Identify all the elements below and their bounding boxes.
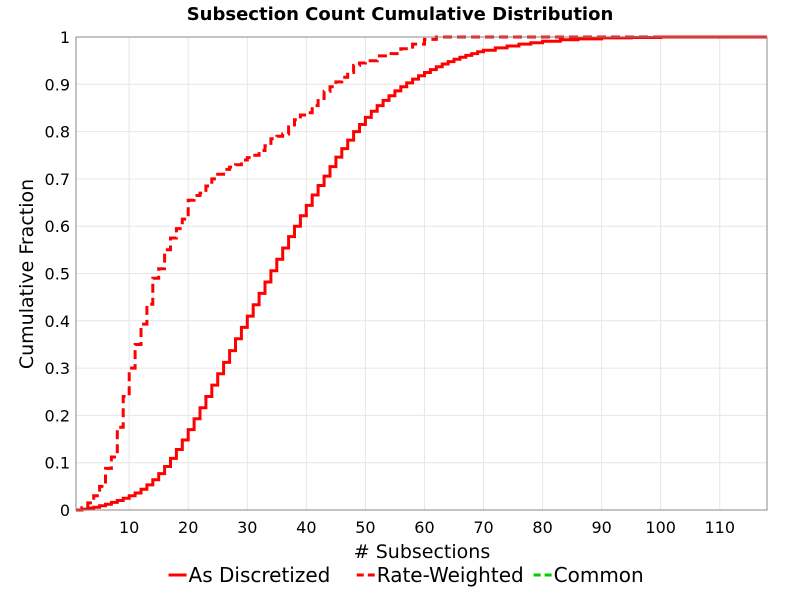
y-tick-label: 0 [60,501,70,520]
series-line-as-discretized [76,35,767,512]
y-tick-label: 0.9 [45,75,70,94]
x-tick-label: 100 [645,518,676,537]
series-layer [76,35,767,512]
x-tick-label: 80 [532,518,552,537]
y-tick-label: 0.4 [45,312,70,331]
y-tick-label: 0.3 [45,359,70,378]
y-tick-label: 0.8 [45,123,70,142]
x-tick-label: 50 [355,518,375,537]
y-tick-label: 0.6 [45,217,70,236]
y-tick-label: 0.2 [45,406,70,425]
x-tick-label: 110 [704,518,735,537]
y-tick-label: 0.7 [45,170,70,189]
series-line-rate-weighted [76,35,767,512]
y-tick-label: 0.5 [45,265,70,284]
x-tick-label: 60 [414,518,434,537]
legend-label: Common [554,563,644,587]
y-axis-label: Cumulative Fraction [16,179,38,369]
y-tick-label: 1 [60,28,70,47]
x-tick-label: 90 [591,518,611,537]
x-tick-label: 70 [473,518,493,537]
chart-title: Subsection Count Cumulative Distribution [187,4,614,25]
x-tick-label: 10 [119,518,139,537]
y-axis-ticks: 0 0.1 0.2 0.3 0.4 0.5 0.6 0.7 0.8 0.9 1 [45,28,70,520]
x-tick-label: 40 [296,518,316,537]
x-axis-label: # Subsections [354,541,490,563]
legend-label: Rate-Weighted [377,563,524,587]
x-tick-label: 30 [237,518,257,537]
x-axis-ticks: 10 20 30 40 50 60 70 80 90 100 110 [119,518,735,537]
plot-frame [75,36,768,511]
y-tick-label: 0.1 [45,454,70,473]
legend-label: As Discretized [189,563,331,587]
x-tick-label: 20 [178,518,198,537]
legend: As Discretized Rate-Weighted Common [168,563,644,587]
